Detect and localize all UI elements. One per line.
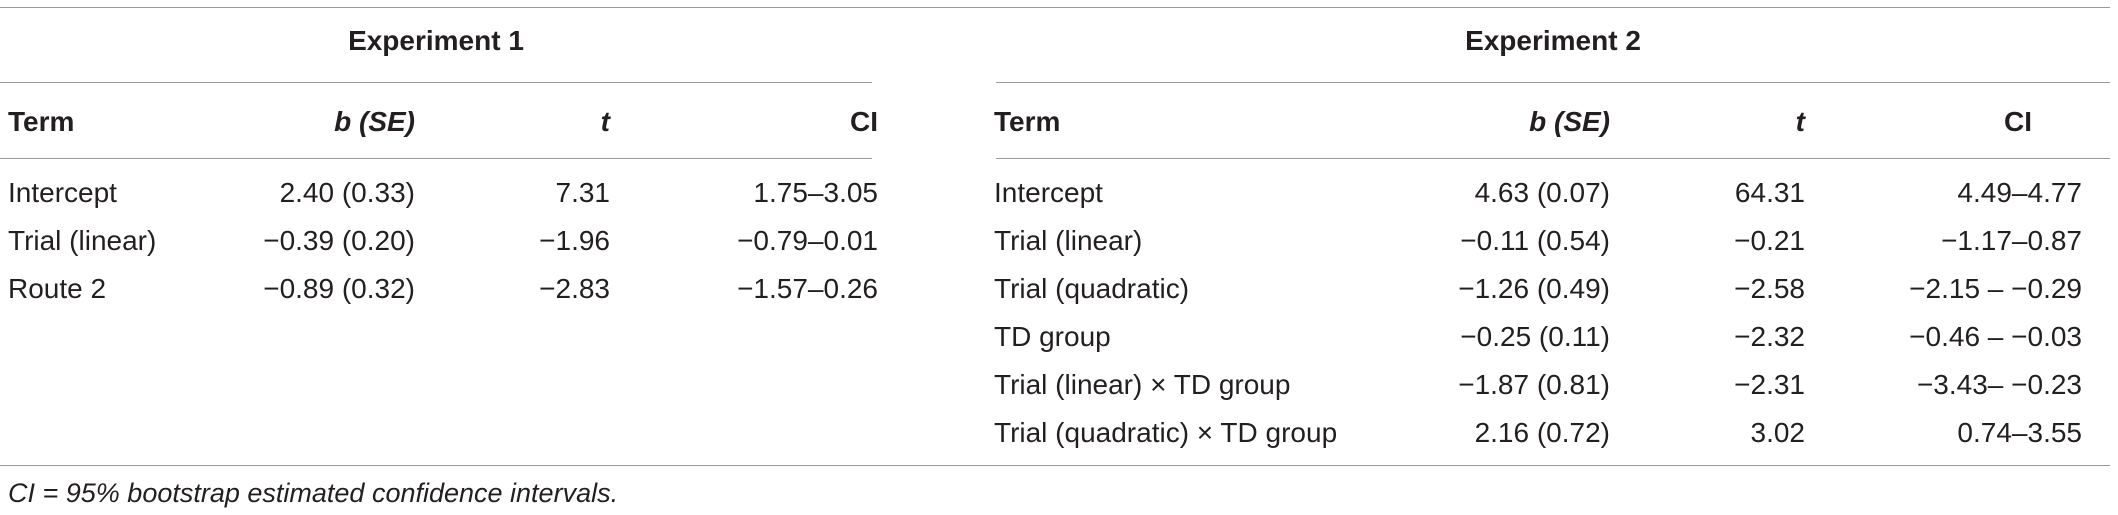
experiment2-title: Experiment 2 [1465, 25, 1641, 56]
exp2-t: 3.02 [1750, 417, 1806, 448]
exp2-ci: −2.15 – −0.29 [1909, 273, 2082, 304]
exp1-t: −2.83 [539, 273, 610, 304]
exp1-header-rule [0, 158, 872, 159]
exp2-header-b: b (SE) [1529, 106, 1610, 137]
exp1-ci: −0.79–0.01 [737, 225, 878, 256]
exp2-b: −1.26 (0.49) [1458, 273, 1610, 304]
exp2-header-t: t [1795, 106, 1805, 137]
exp2-term: Trial (linear) × TD group [994, 369, 1291, 400]
exp1-ci: 1.75–3.05 [753, 177, 878, 208]
exp2-b: 2.16 (0.72) [1474, 417, 1610, 448]
exp1-header-ci: CI [850, 106, 878, 137]
exp1-b: −0.39 (0.20) [263, 225, 415, 256]
exp2-term: Trial (quadratic) [994, 273, 1190, 304]
exp1-header-b: b (SE) [334, 106, 415, 137]
exp2-term: TD group [994, 321, 1111, 352]
exp1-b: −0.89 (0.32) [263, 273, 415, 304]
exp2-ci: 4.49–4.77 [1957, 177, 2082, 208]
exp2-b: −0.25 (0.11) [1460, 321, 1610, 352]
regression-table: Experiment 1 Experiment 2 Term b (SE) t … [0, 7, 2110, 466]
exp2-t: −2.58 [1734, 273, 1805, 304]
exp1-title-rule [0, 82, 872, 83]
exp2-b: 4.63 (0.07) [1474, 177, 1610, 208]
exp2-t: −0.21 [1734, 225, 1805, 256]
exp2-ci: −1.17–0.87 [1941, 225, 2082, 256]
exp1-t: 7.31 [555, 177, 611, 208]
exp2-header-rule [996, 158, 2110, 159]
exp2-header-ci: CI [2004, 106, 2032, 137]
exp1-b: 2.40 (0.33) [279, 177, 415, 208]
exp2-b: −0.11 (0.54) [1460, 225, 1610, 256]
exp2-title-rule [996, 82, 2110, 83]
exp1-term: Trial (linear) [8, 225, 157, 256]
exp1-header-term: Term [8, 106, 75, 137]
exp2-term: Trial (linear) [994, 225, 1143, 256]
exp1-ci: −1.57–0.26 [737, 273, 878, 304]
exp1-header-t: t [600, 106, 610, 137]
bottom-rule [0, 465, 2110, 466]
exp2-header-term: Term [994, 106, 1061, 137]
exp1-t: −1.96 [539, 225, 610, 256]
exp2-b: −1.87 (0.81) [1458, 369, 1610, 400]
exp1-term: Route 2 [8, 273, 107, 304]
top-rule [0, 7, 2110, 8]
exp2-ci: −3.43– −0.23 [1916, 369, 2082, 400]
table-footnote: CI = 95% bootstrap estimated confidence … [8, 478, 619, 508]
exp2-t: −2.31 [1734, 369, 1805, 400]
experiment1-title: Experiment 1 [348, 25, 524, 56]
exp2-term: Intercept [994, 177, 1103, 208]
exp1-term: Intercept [8, 177, 117, 208]
exp2-t: 64.31 [1734, 177, 1805, 208]
exp2-t: −2.32 [1734, 321, 1805, 352]
exp2-term: Trial (quadratic) × TD group [994, 417, 1338, 448]
exp2-ci: −0.46 – −0.03 [1909, 321, 2082, 352]
exp2-ci: 0.74–3.55 [1957, 417, 2082, 448]
